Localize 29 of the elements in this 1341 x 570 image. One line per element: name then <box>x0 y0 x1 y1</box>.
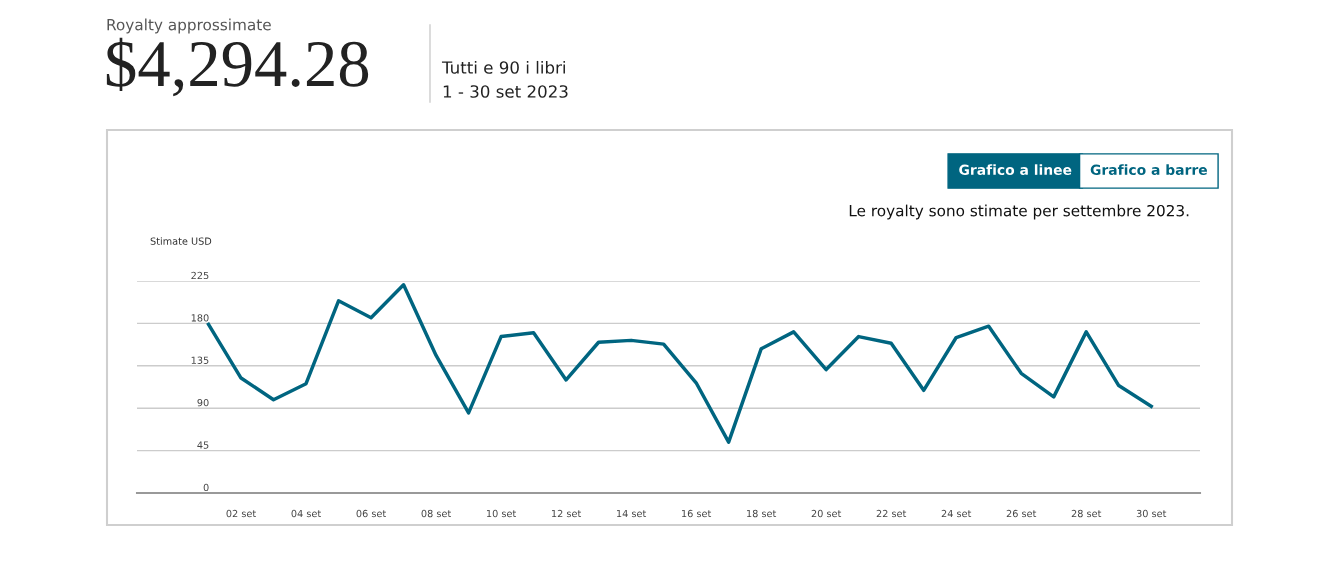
chart-title: Royalty approssimate <box>107 18 271 34</box>
x-tick-label: 26 set <box>1006 509 1037 518</box>
text: Le royalty sono stimate per settembre 2023. <box>849 204 1189 220</box>
y-tick-label: 0 <box>203 483 209 492</box>
x-tick-label: 14 set <box>617 509 647 518</box>
x-tick-label: 10 set <box>486 509 517 518</box>
x-tick-label: 20 set <box>811 509 842 518</box>
x-tick-label: 22 set <box>876 509 907 518</box>
y-tick-label: 180 <box>191 314 209 322</box>
text: Grafico a linee <box>959 164 1072 176</box>
x-tick-label: 18 set <box>747 509 777 518</box>
x-tick-label: 24 set <box>941 509 972 518</box>
x-tick-label: 28 set <box>1071 509 1102 518</box>
x-tick-label: 02 set <box>226 509 256 518</box>
text: Tutti e 90 i libri <box>441 60 565 74</box>
y-axis-title: Stimate USD <box>150 237 212 245</box>
x-tick-label: 12 set <box>552 509 582 518</box>
text: Grafico a barre <box>1090 164 1207 176</box>
text: 1 - 30 set 2023 <box>443 85 568 98</box>
chart-subtitle: $4,294.28 <box>106 37 369 97</box>
y-tick-label: 45 <box>197 441 209 449</box>
y-tick-label: 135 <box>191 356 209 364</box>
y-tick-label: 90 <box>197 398 209 407</box>
x-tick-label: 16 set <box>682 509 712 518</box>
x-tick-label: 06 set <box>356 509 386 518</box>
x-tick-label: 30 set <box>1136 509 1167 518</box>
x-tick-label: 04 set <box>291 509 321 518</box>
x-tick-label: 08 set <box>421 509 451 518</box>
y-tick-label: 225 <box>191 271 209 280</box>
